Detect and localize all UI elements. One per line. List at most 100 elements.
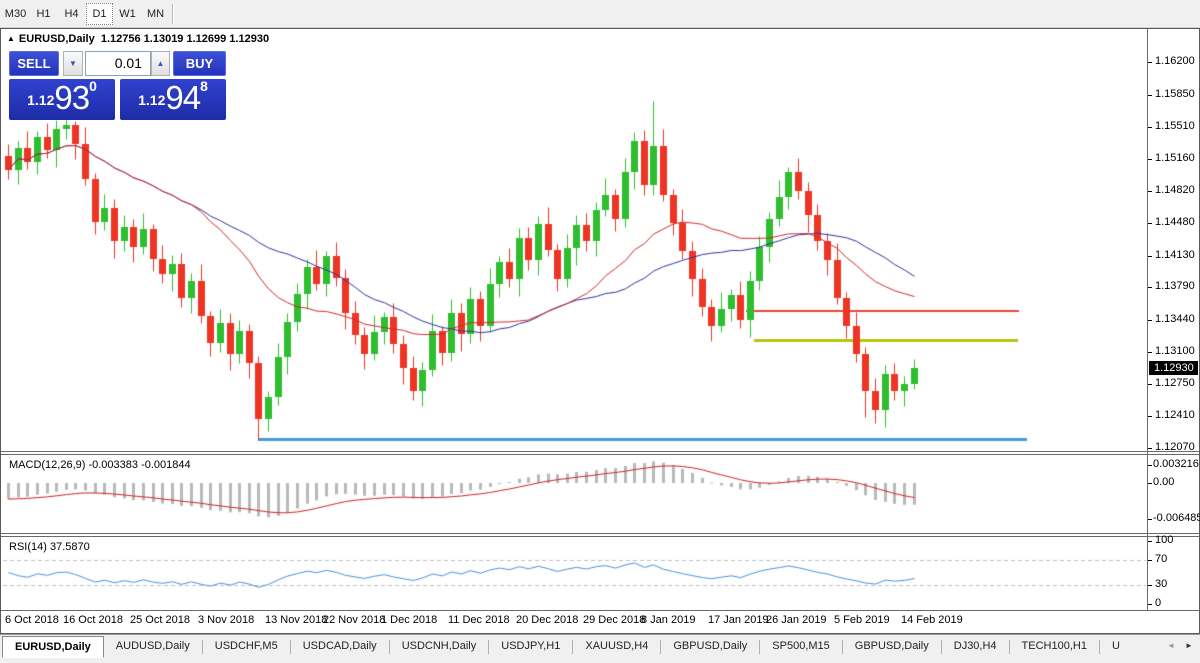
sell-price-value: 1.12930	[9, 78, 115, 117]
price-axis-label: 1.13790	[1155, 280, 1195, 292]
chevron-up-icon: ▲	[156, 59, 165, 68]
sell-button[interactable]: SELL	[9, 51, 59, 76]
axis-tick	[1148, 287, 1152, 288]
tab-separator	[1098, 640, 1100, 654]
macd-axis-label: 0.003216	[1153, 458, 1199, 470]
buy-price-sup: 8	[200, 78, 208, 94]
axis-tick	[1148, 127, 1152, 128]
buy-price-value: 1.12948	[120, 78, 226, 117]
buy-button[interactable]: BUY	[173, 51, 226, 76]
axis-tick	[1148, 483, 1152, 484]
axis-tick	[1148, 159, 1152, 160]
date-axis-label: 29 Dec 2018	[583, 614, 646, 626]
price-axis-label: 1.12750	[1155, 377, 1195, 389]
date-axis-label: 26 Jan 2019	[766, 614, 827, 626]
chart-tab-sp500-m15[interactable]: SP500,M15	[772, 640, 830, 652]
price-chart-canvas[interactable]	[1, 29, 1199, 633]
tab-separator	[289, 640, 291, 654]
sell-price-sup: 0	[89, 78, 97, 94]
date-axis-label: 5 Feb 2019	[834, 614, 890, 626]
sell-price-big: 93	[54, 79, 90, 116]
sell-price-small: 1.12	[27, 92, 55, 108]
timeframe-button-d1[interactable]: D1	[86, 3, 113, 25]
date-axis-label: 20 Dec 2018	[516, 614, 579, 626]
rsi-pane-top-border	[1, 536, 1199, 537]
axis-tick	[1148, 560, 1152, 561]
macd-pane-bottom-border[interactable]	[1, 533, 1199, 534]
tab-separator	[660, 640, 662, 654]
chart-tab-tech100-h1[interactable]: TECH100,H1	[1021, 640, 1087, 652]
axis-tick	[1148, 320, 1152, 321]
timeframe-button-h1[interactable]: H1	[36, 8, 51, 20]
lot-decrease-button[interactable]: ▼	[63, 51, 83, 76]
chart-tab-dj30-h4[interactable]: DJ30,H4	[953, 640, 997, 652]
axis-tick	[1148, 541, 1152, 542]
date-axis-label: 11 Dec 2018	[448, 614, 510, 626]
axis-tick	[1148, 448, 1152, 449]
date-axis-label: 6 Oct 2018	[5, 614, 59, 626]
axis-tick	[1148, 95, 1152, 96]
chart-tab-audusd-daily[interactable]: AUDUSD,Daily	[115, 640, 190, 652]
date-axis-label: 17 Jan 2019	[708, 614, 769, 626]
timeframe-button-m30[interactable]: M30	[4, 8, 27, 20]
buy-price-big: 94	[165, 79, 201, 116]
tab-scroll-left-icon[interactable]: ◄	[1167, 641, 1175, 650]
rsi-axis-label: 0	[1155, 597, 1162, 609]
price-axis-separator	[1147, 29, 1148, 610]
axis-tick	[1148, 352, 1152, 353]
timeframe-button-h4[interactable]: H4	[64, 8, 79, 20]
axis-tick	[1148, 256, 1152, 257]
sell-price-panel[interactable]: 1.12930	[9, 78, 115, 120]
tab-separator	[572, 640, 574, 654]
chart-window: ▲ EURUSD,Daily 1.12756 1.13019 1.12699 1.…	[0, 28, 1200, 634]
tab-scroll-right-icon[interactable]: ►	[1185, 641, 1193, 650]
tab-separator	[1008, 640, 1010, 654]
price-axis-label: 1.15510	[1155, 120, 1195, 132]
rsi-indicator-label: RSI(14) 37.5870	[9, 541, 90, 553]
chart-tab-eurusd-daily[interactable]: EURUSD,Daily	[2, 636, 104, 658]
chart-tab-gbpusd-daily[interactable]: GBPUSD,Daily	[673, 640, 748, 652]
timeframe-button-mn[interactable]: MN	[146, 8, 165, 20]
chart-tab-usdchf-m5[interactable]: USDCHF,M5	[214, 640, 278, 652]
axis-tick	[1148, 585, 1152, 586]
axis-tick	[1148, 519, 1152, 520]
date-axis-label: 14 Feb 2019	[901, 614, 963, 626]
rsi-axis-label: 100	[1155, 534, 1174, 546]
chart-tab-gbpusd-daily[interactable]: GBPUSD,Daily	[854, 640, 929, 652]
price-axis-label: 1.14130	[1155, 249, 1195, 261]
buy-price-panel[interactable]: 1.12948	[120, 78, 226, 120]
chart-title: ▲ EURUSD,Daily 1.12756 1.13019 1.12699 1.…	[7, 33, 269, 45]
chart-tab-strip: EURUSD,Daily AUDUSD,Daily USDCHF,M5 USDCAD,…	[2, 636, 1162, 658]
tab-separator	[388, 640, 390, 654]
chart-tab-usdcnh-daily[interactable]: USDCNH,Daily	[401, 640, 477, 652]
lot-size-input[interactable]: 0.01	[85, 51, 151, 76]
axis-tick	[1148, 416, 1152, 417]
axis-tick	[1148, 223, 1152, 224]
macd-indicator-label: MACD(12,26,9) -0.003383 -0.001844	[9, 459, 191, 471]
lot-increase-button[interactable]: ▲	[151, 51, 170, 76]
main-pane-bottom-border[interactable]	[1, 451, 1199, 452]
timeframe-button-w1[interactable]: W1	[119, 8, 136, 20]
axis-tick	[1148, 604, 1152, 605]
rsi-axis-label: 70	[1155, 553, 1168, 565]
axis-tick	[1148, 465, 1152, 466]
price-axis-label: 1.14480	[1155, 216, 1195, 228]
axis-tick	[1148, 191, 1152, 192]
chart-tab-xauusd-h4[interactable]: XAUUSD,H4	[585, 640, 649, 652]
price-axis-label: 1.16200	[1155, 55, 1195, 67]
date-axis-label: 1 Dec 2018	[381, 614, 438, 626]
tab-separator	[841, 640, 843, 654]
chart-symbol-label: EURUSD,Daily	[18, 33, 95, 45]
rsi-pane-bottom-border	[1, 610, 1199, 611]
axis-tick	[1148, 62, 1152, 63]
timeframe-toolbar: M30 H1 H4 D1 W1 MN	[0, 0, 1200, 28]
toolbar-separator	[172, 4, 174, 24]
chart-tab-usdjpy-h1[interactable]: USDJPY,H1	[501, 640, 561, 652]
chart-tab-usdcad-daily[interactable]: USDCAD,Daily	[302, 640, 377, 652]
price-axis-label: 1.12070	[1155, 441, 1195, 453]
macd-pane-top-border	[1, 454, 1199, 455]
chart-tab-u[interactable]: U	[1111, 640, 1120, 652]
price-axis-label: 1.15160	[1155, 152, 1195, 164]
macd-axis-label: -0.006485	[1153, 512, 1200, 524]
